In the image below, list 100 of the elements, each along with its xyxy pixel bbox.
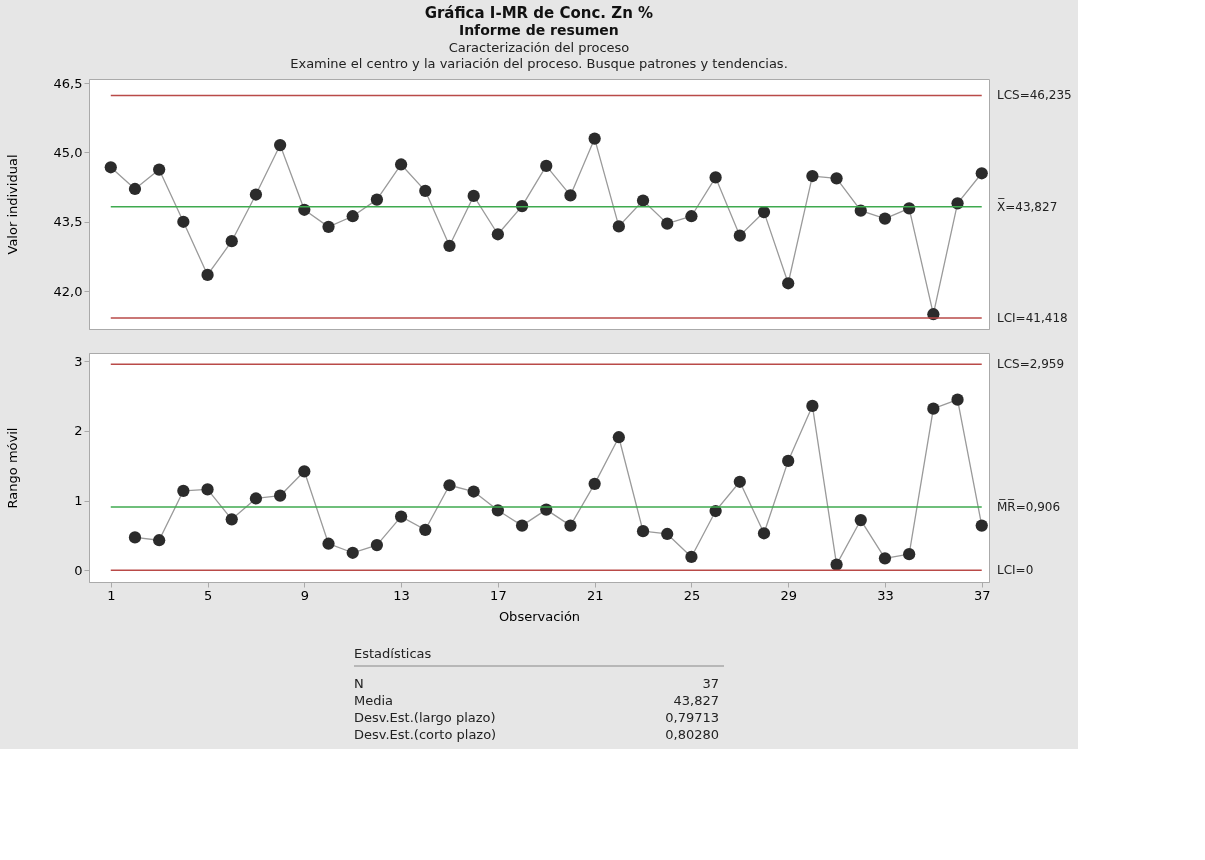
- point: [878, 552, 892, 565]
- point: [975, 167, 988, 180]
- point: [153, 534, 166, 547]
- x-tick-label: 29: [780, 587, 797, 603]
- point: [249, 492, 263, 505]
- x-tick-label: 37: [973, 587, 991, 603]
- point: [903, 548, 916, 561]
- point: [346, 210, 359, 223]
- point: [467, 189, 480, 203]
- point: [564, 189, 577, 202]
- text: Caracterización del proceso: [448, 40, 630, 56]
- point: [854, 513, 867, 527]
- y-tick-label: 43,5: [53, 214, 83, 230]
- text: Desv.Est.(largo plazo): [354, 710, 496, 725]
- point: [927, 402, 940, 415]
- point: [249, 188, 263, 201]
- point: [201, 268, 214, 282]
- ref-line-label: LCI=0: [997, 563, 1034, 578]
- ref-line-label: X̅=43,827: [997, 198, 1058, 214]
- point: [733, 229, 746, 242]
- point: [661, 217, 674, 230]
- y-axis-title: Rango móvil: [4, 427, 20, 509]
- x-tick-label: 1: [107, 587, 116, 603]
- ref-line-label: LCS=2,959: [997, 357, 1065, 372]
- point: [806, 399, 819, 413]
- text: Desv.Est.(corto plazo): [354, 727, 497, 742]
- point: [322, 537, 335, 550]
- point: [830, 558, 843, 571]
- point: [128, 182, 142, 196]
- point: [225, 513, 238, 526]
- point: [467, 485, 480, 498]
- text: N: [354, 676, 364, 691]
- point: [128, 531, 142, 544]
- text: Examine el centro y la variación del proceso. Busque patrones y tendencias.: [290, 56, 788, 72]
- point: [298, 465, 311, 478]
- point: [951, 393, 964, 406]
- point: [370, 539, 384, 552]
- point: [636, 525, 650, 538]
- y-tick-label: 42,0: [53, 283, 83, 299]
- point: [540, 159, 553, 172]
- point: [709, 171, 722, 184]
- point: [806, 169, 819, 183]
- point: [733, 475, 746, 488]
- point: [975, 519, 988, 532]
- point: [177, 484, 190, 497]
- x-tick-label: 9: [300, 587, 309, 603]
- point: [419, 184, 432, 197]
- point: [225, 235, 238, 248]
- x-tick-label: 17: [490, 587, 507, 603]
- point: [564, 519, 577, 532]
- point: [491, 228, 504, 241]
- point: [588, 132, 601, 145]
- ref-line-label: M̅R̅=0,906: [997, 498, 1061, 515]
- y-axis-title: Valor individual: [4, 154, 20, 255]
- point: [274, 489, 287, 502]
- point: [588, 477, 601, 490]
- point: [757, 527, 771, 540]
- point: [443, 239, 456, 252]
- point: [201, 483, 214, 496]
- point: [878, 212, 892, 225]
- point: [104, 161, 117, 174]
- y-tick-label: 46,5: [53, 75, 83, 91]
- x-tick-label: 21: [586, 587, 604, 603]
- x-tick-label: 13: [393, 587, 410, 603]
- point: [153, 163, 166, 176]
- text: 0,80280: [665, 727, 719, 742]
- point: [515, 519, 529, 532]
- ref-line-label: LCS=46,235: [997, 88, 1072, 103]
- point: [274, 138, 287, 152]
- x-tick-label: 25: [683, 587, 701, 603]
- point: [636, 194, 650, 207]
- text: Estadísticas: [354, 646, 432, 661]
- point: [370, 193, 384, 206]
- point: [612, 220, 625, 233]
- point: [830, 172, 843, 185]
- point: [419, 523, 432, 536]
- x-tick-label: 33: [877, 587, 894, 603]
- text: 37: [702, 676, 719, 691]
- point: [612, 431, 625, 444]
- x-tick-label: 5: [203, 587, 213, 603]
- point: [443, 479, 456, 492]
- point: [685, 210, 698, 223]
- y-tick-label: 0: [74, 562, 83, 578]
- y-tick-label: 2: [74, 423, 83, 439]
- point: [394, 510, 408, 523]
- y-tick-label: 45,0: [53, 144, 83, 160]
- point: [394, 158, 408, 171]
- chart-title: Gráfica I-MR de Conc. Zn %: [424, 3, 654, 22]
- point: [346, 546, 359, 559]
- ref-line-label: LCI=41,418: [997, 311, 1068, 325]
- chart-subtitle: Informe de resumen: [458, 21, 619, 38]
- point: [782, 277, 795, 290]
- x-axis-title: Observación: [498, 608, 581, 624]
- y-tick-label: 3: [74, 353, 83, 369]
- y-tick-label: 1: [74, 493, 83, 509]
- text: Media: [354, 693, 394, 708]
- point: [177, 215, 190, 228]
- point: [685, 550, 698, 564]
- point: [782, 454, 795, 467]
- point: [661, 527, 674, 541]
